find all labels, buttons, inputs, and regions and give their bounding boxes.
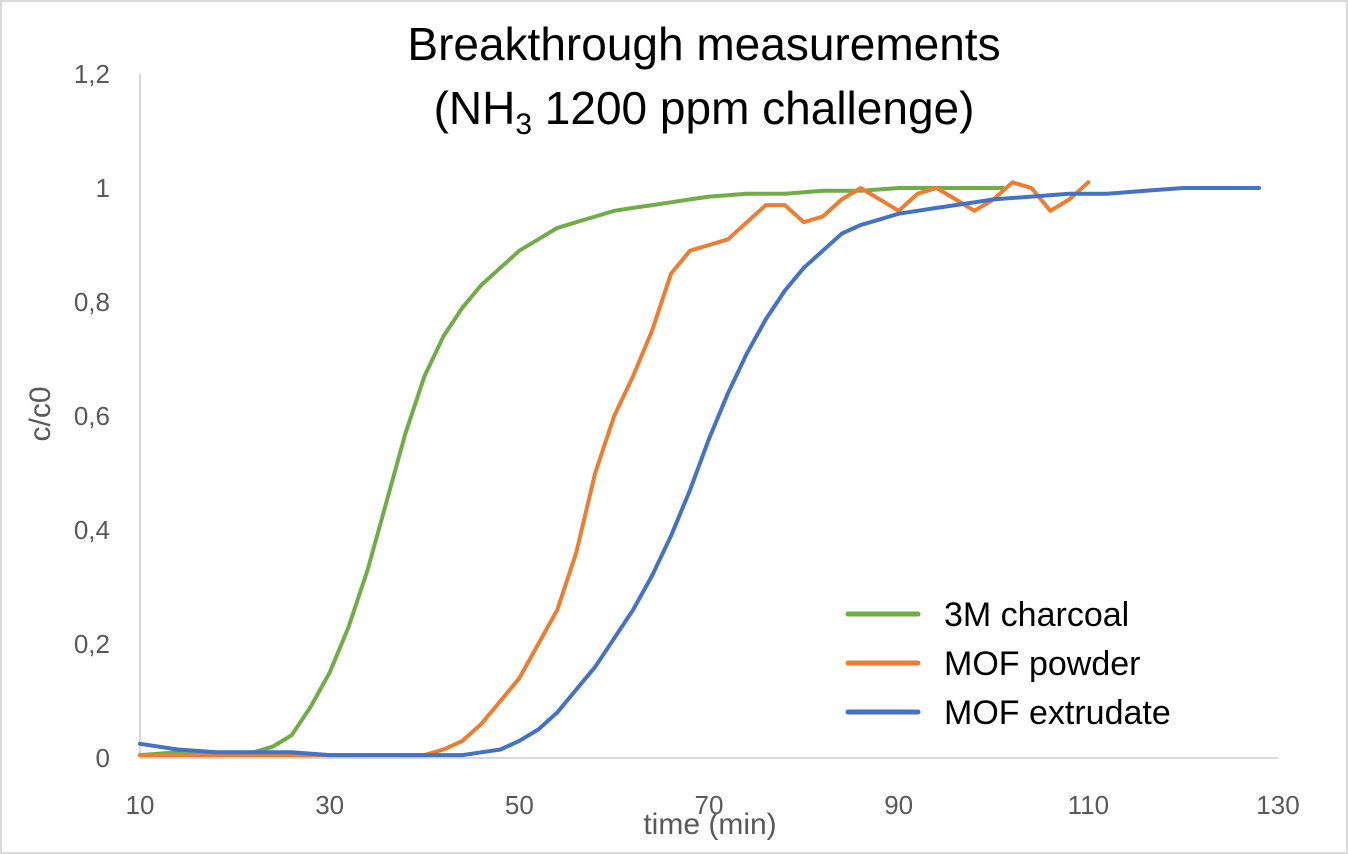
x-tick-label: 110 (1068, 790, 1109, 820)
y-tick-label: 0,2 (74, 629, 110, 659)
y-tick-label: 1,2 (74, 59, 110, 89)
x-tick-label: 130 (1256, 790, 1299, 820)
series-lines (138, 180, 1261, 758)
legend: 3M charcoal MOF powder MOF extrudate (845, 596, 1171, 732)
y-tick-label: 0 (96, 743, 110, 773)
x-axis-title: time (min) (643, 808, 776, 841)
x-tick-label: 30 (315, 790, 344, 820)
chart-title-line2: (NH3 1200 ppm challenge) (434, 82, 975, 141)
legend-label: 3M charcoal (944, 596, 1129, 634)
series-line (138, 186, 1005, 758)
chart-title-line2-prefix: (NH (434, 82, 516, 134)
y-tick-label: 0,8 (74, 287, 110, 317)
x-tick-label: 70 (695, 790, 724, 820)
axes (139, 74, 1278, 759)
chart-title-line2-subscript: 3 (515, 108, 532, 141)
y-tick-label: 0,4 (74, 515, 110, 545)
y-axis-title: c/c0 (24, 386, 57, 441)
y-tick-label: 0,6 (74, 401, 110, 431)
x-tick-label: 10 (126, 790, 155, 820)
legend-label: MOF extrudate (944, 694, 1171, 732)
series-line (138, 186, 1261, 758)
x-tick-label: 50 (505, 790, 534, 820)
y-tick-label: 1 (96, 173, 110, 203)
chart-title-line1: Breakthrough measurements (407, 18, 1000, 70)
legend-label: MOF powder (944, 645, 1141, 683)
x-tick-label: 90 (884, 790, 913, 820)
chart-title-line2-suffix: 1200 ppm challenge) (532, 82, 974, 134)
tick-labels: 0 0,2 0,4 0,6 0,8 1 1,2 10 30 50 70 90 110 130 (74, 59, 1300, 820)
